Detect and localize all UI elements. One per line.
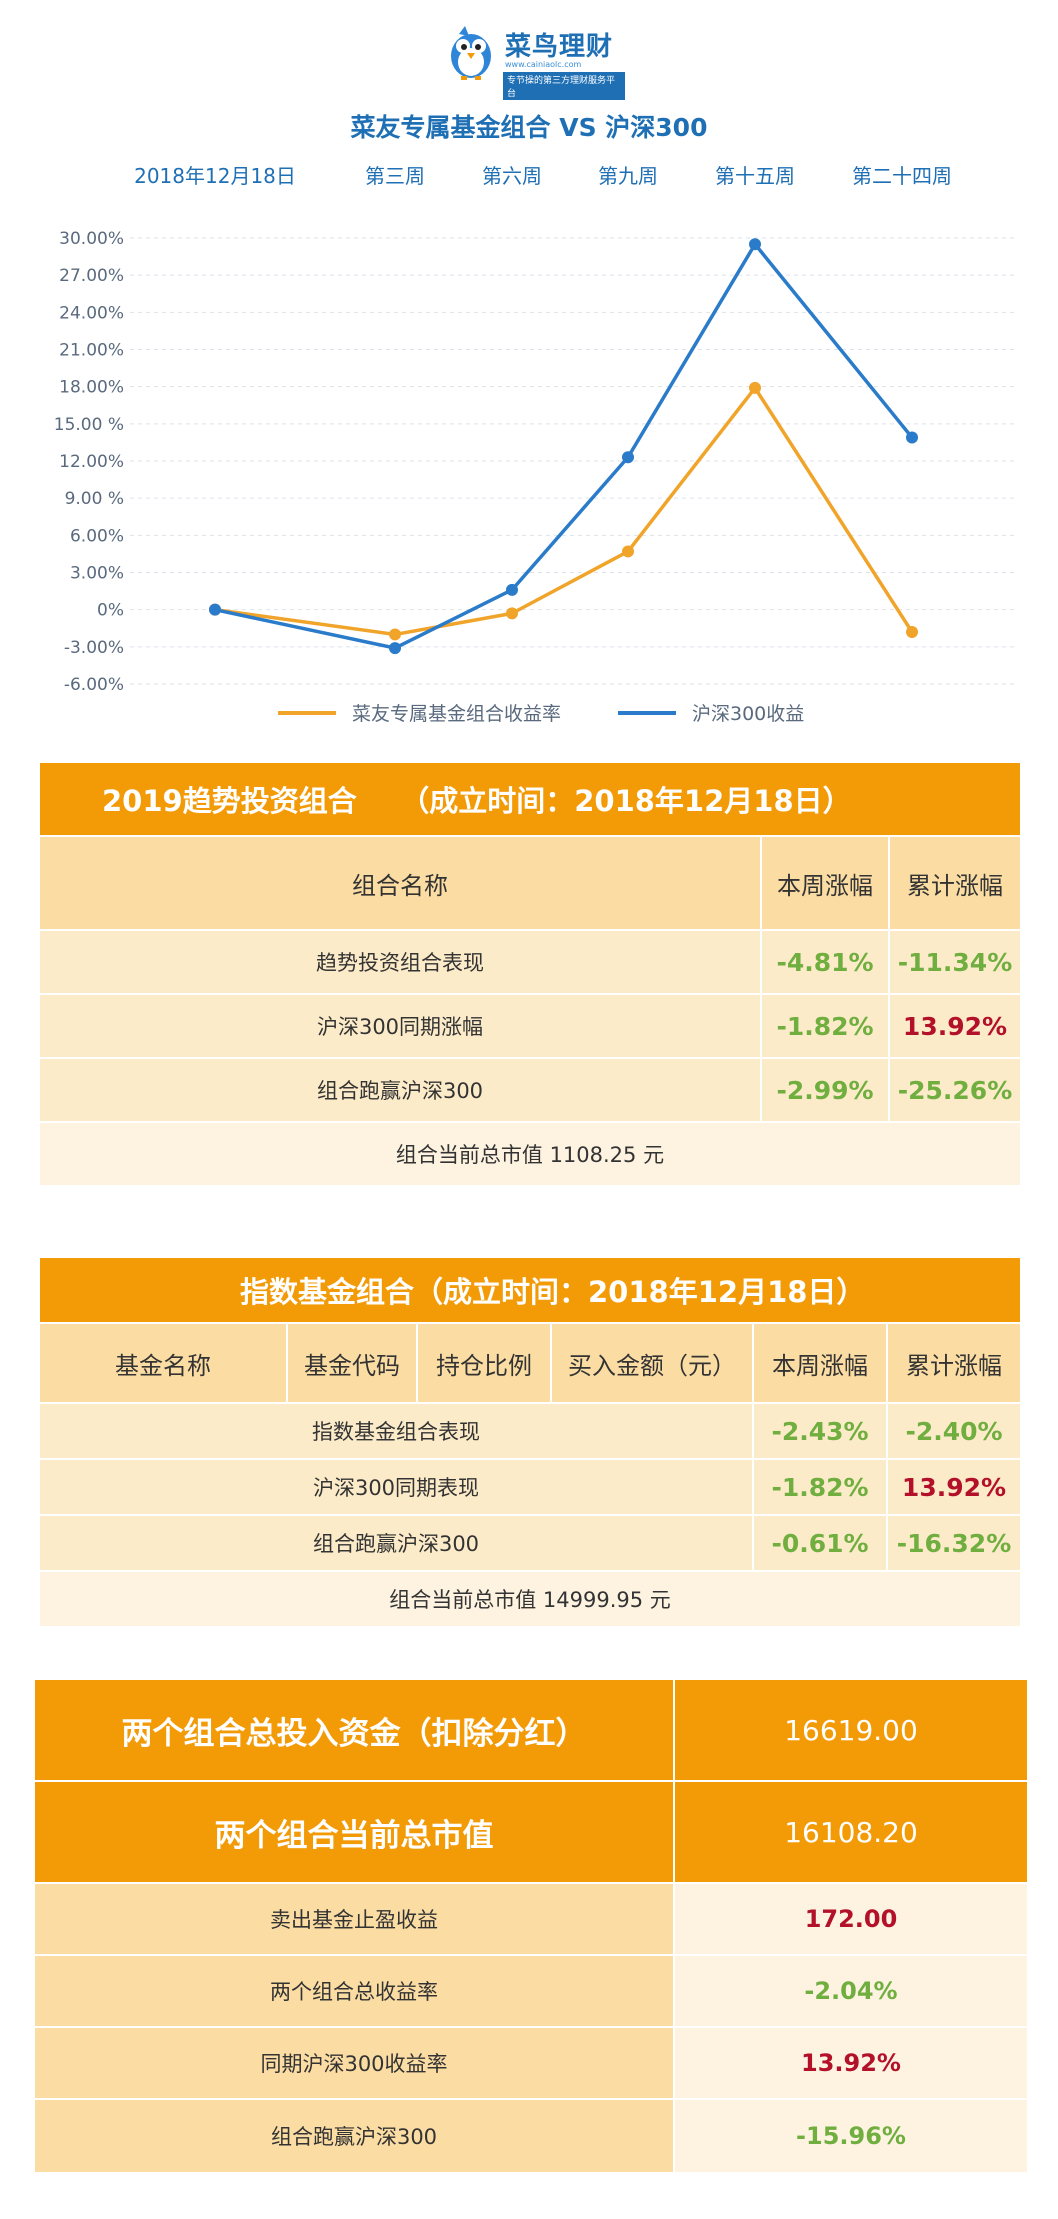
col-header-ratio: 持仓比例 xyxy=(418,1324,550,1402)
summary-label: 两个组合当前总市值 xyxy=(35,1782,673,1882)
table-row-name: 组合跑赢沪深300 xyxy=(40,1059,760,1121)
table-row-total: -16.32% xyxy=(888,1516,1020,1570)
data-point xyxy=(622,545,634,558)
y-tick-label: 0% xyxy=(97,601,124,621)
col-header-week: 本周涨幅 xyxy=(762,837,888,929)
table-row-name: 沪深300同期表现 xyxy=(40,1460,752,1514)
data-point xyxy=(389,628,401,641)
table-row-total: -2.40% xyxy=(888,1404,1020,1458)
col-header-name: 组合名称 xyxy=(40,837,760,929)
summary-value: -15.96% xyxy=(675,2100,1027,2172)
col-header-week: 本周涨幅 xyxy=(754,1324,886,1402)
data-point xyxy=(906,431,918,444)
col-header-amount: 买入金额（元） xyxy=(552,1324,752,1402)
series-line-1 xyxy=(214,386,914,637)
summary-value: 16619.00 xyxy=(675,1680,1027,1780)
summary-label: 两个组合总投入资金（扣除分红） xyxy=(35,1680,673,1780)
summary-value: 172.00 xyxy=(675,1884,1027,1954)
summary-value: 16108.20 xyxy=(675,1782,1027,1882)
line-chart: 30.00% 27.00% 24.00% 21.00% 18.00% 15.00 % 12.… xyxy=(54,229,1018,725)
logo-tagline: 专节操的第三方理财服务平台 xyxy=(503,72,625,100)
data-point xyxy=(622,451,634,464)
col-header-total: 累计涨幅 xyxy=(888,1324,1020,1402)
col-header-total: 累计涨幅 xyxy=(890,837,1020,929)
table-row-name: 指数基金组合表现 xyxy=(40,1404,752,1458)
week-label: 第九周 xyxy=(598,164,658,188)
index-fund-table: 指数基金组合（成立时间：2018年12月18日） 基金名称 基金代码 持仓比例 … xyxy=(40,1258,1020,1628)
table-row-week: -2.99% xyxy=(762,1059,888,1121)
table-row-total: -25.26% xyxy=(890,1059,1020,1121)
table-row-name: 沪深300同期涨幅 xyxy=(40,995,760,1057)
y-tick-label: 27.00% xyxy=(59,266,124,286)
summary-label: 卖出基金止盈收益 xyxy=(35,1884,673,1954)
table-row-week: -2.43% xyxy=(754,1404,886,1458)
data-point xyxy=(389,642,401,655)
week-labels: 2018年12月18日 第三周 第六周 第九周 第十五周 第二十四周 xyxy=(0,160,1058,190)
table-row-total: -11.34% xyxy=(890,931,1020,993)
series-line-2 xyxy=(214,242,914,650)
summary-table: 两个组合总投入资金（扣除分红） 16619.00 两个组合当前总市值 16108… xyxy=(35,1680,1027,2180)
table-title: 指数基金组合（成立时间：2018年12月18日） xyxy=(40,1258,1020,1322)
summary-value: -2.04% xyxy=(675,1956,1027,2026)
week-label: 第十五周 xyxy=(715,164,795,188)
week-label: 第六周 xyxy=(482,164,542,188)
y-tick-label: 30.00% xyxy=(59,229,124,249)
week-label: 第二十四周 xyxy=(852,164,952,188)
y-tick-label: 12.00% xyxy=(59,452,124,472)
table-row-week: -1.82% xyxy=(754,1460,886,1514)
week-label: 第三周 xyxy=(365,164,425,188)
table-row-total: 13.92% xyxy=(888,1460,1020,1514)
summary-label: 两个组合总收益率 xyxy=(35,1956,673,2026)
legend-label: 沪深300收益 xyxy=(692,703,804,725)
logo-url: www.cainiaolc.com xyxy=(505,60,582,69)
data-point xyxy=(209,603,221,616)
y-tick-label: 6.00% xyxy=(70,526,124,546)
y-tick-label: 24.00% xyxy=(59,303,124,323)
brand-logo: 菜鸟理财 www.cainiaolc.com 专节操的第三方理财服务平台 xyxy=(445,22,625,100)
data-point xyxy=(506,607,518,620)
y-tick-label: -3.00% xyxy=(64,638,124,658)
bird-mascot-icon xyxy=(451,26,491,80)
y-tick-label: 18.00% xyxy=(59,378,124,398)
table-row-total: 13.92% xyxy=(890,995,1020,1057)
data-point xyxy=(906,625,918,638)
week-label: 2018年12月18日 xyxy=(134,164,296,188)
summary-label: 同期沪深300收益率 xyxy=(35,2028,673,2098)
table-row-name: 组合跑赢沪深300 xyxy=(40,1516,752,1570)
table-footer: 组合当前总市值 1108.25 元 xyxy=(40,1123,1020,1185)
logo-text: 菜鸟理财 xyxy=(505,32,614,62)
y-tick-label: 3.00% xyxy=(70,564,124,584)
legend-label: 菜友专属基金组合收益率 xyxy=(352,703,561,725)
summary-value: 13.92% xyxy=(675,2028,1027,2098)
data-point xyxy=(506,583,518,596)
col-header-fund-code: 基金代码 xyxy=(288,1324,416,1402)
chart-title: 菜友专属基金组合 VS 沪深300 xyxy=(350,113,708,142)
y-tick-label: 15.00 % xyxy=(54,415,124,435)
table-row-week: -1.82% xyxy=(762,995,888,1057)
y-tick-label: 9.00 % xyxy=(65,489,124,509)
table-footer: 组合当前总市值 14999.95 元 xyxy=(40,1572,1020,1626)
y-tick-label: -6.00% xyxy=(64,675,124,695)
summary-label: 组合跑赢沪深300 xyxy=(35,2100,673,2172)
data-point xyxy=(749,238,761,251)
table-row-week: -0.61% xyxy=(754,1516,886,1570)
data-point xyxy=(749,381,761,394)
trend-portfolio-table: 2019趋势投资组合 （成立时间：2018年12月18日） 组合名称 本周涨幅 … xyxy=(40,763,1020,1193)
col-header-fund-name: 基金名称 xyxy=(40,1324,286,1402)
table-title: 2019趋势投资组合 （成立时间：2018年12月18日） xyxy=(40,763,1020,835)
table-row-week: -4.81% xyxy=(762,931,888,993)
table-row-name: 趋势投资组合表现 xyxy=(40,931,760,993)
y-tick-label: 21.00% xyxy=(59,341,124,361)
